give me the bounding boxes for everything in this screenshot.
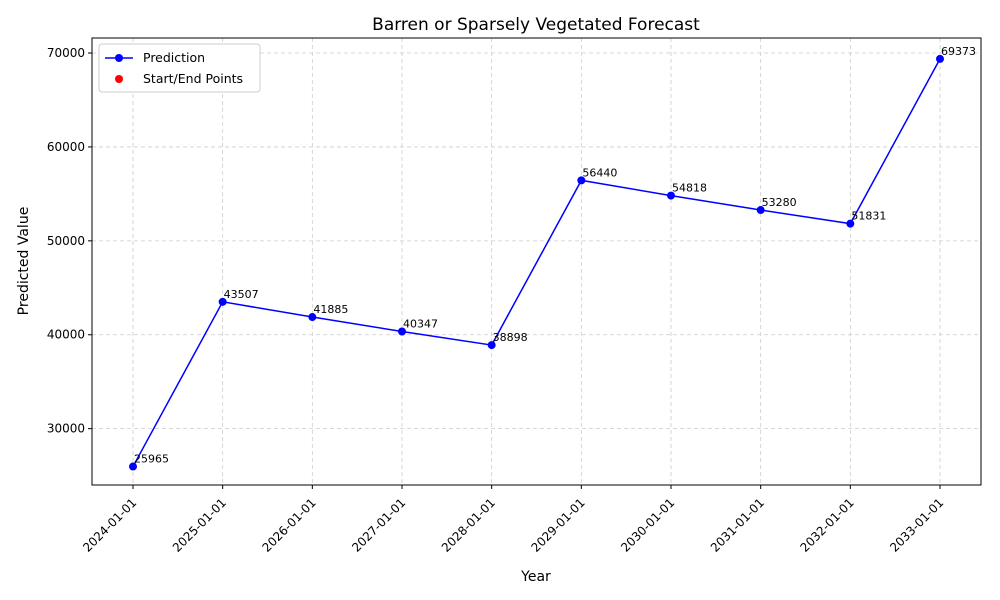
y-axis: 30000 40000 50000 60000 70000	[47, 46, 92, 436]
data-point	[487, 341, 496, 350]
y-tick-label: 60000	[47, 140, 85, 154]
data-point	[218, 297, 227, 306]
x-axis-title: Year	[520, 569, 551, 585]
data-label: 53280	[762, 196, 797, 209]
data-point	[936, 54, 944, 63]
series-line	[132, 58, 941, 467]
plot-area-frame	[91, 37, 982, 486]
data-label: 38898	[493, 331, 528, 344]
legend-label: Start/End Points	[143, 71, 243, 86]
legend-label: Prediction	[143, 50, 205, 65]
data-label: 69373	[941, 45, 976, 58]
data-label: 25965	[134, 453, 169, 466]
y-axis-title: Predicted Value	[16, 207, 32, 316]
legend-marker	[115, 54, 123, 62]
x-tick-label: 2028-01-01	[439, 496, 498, 555]
series-prediction	[129, 54, 944, 471]
data-point	[667, 191, 675, 200]
x-axis: 2024-01-01 2025-01-01 2026-01-01 2027-01-01…	[80, 485, 946, 555]
x-tick-label: 2025-01-01	[170, 496, 229, 555]
data-point	[846, 219, 855, 228]
y-tick-label: 70000	[47, 46, 85, 60]
data-point	[398, 327, 406, 336]
data-label: 54818	[672, 182, 707, 195]
x-tick-label: 2024-01-01	[80, 496, 139, 555]
y-tick-label: 30000	[47, 422, 85, 436]
x-tick-label: 2030-01-01	[618, 496, 677, 555]
x-tick-label: 2029-01-01	[529, 496, 588, 555]
legend: Prediction Start/End Points	[98, 43, 261, 93]
data-point	[756, 206, 765, 215]
data-label: 51831	[851, 210, 886, 223]
x-tick-label: 2026-01-01	[260, 496, 319, 555]
data-label: 41885	[313, 303, 348, 316]
data-point	[308, 313, 317, 322]
data-label: 56440	[582, 166, 617, 179]
data-label: 40347	[403, 317, 438, 330]
legend-box	[98, 43, 261, 93]
x-tick-label: 2033-01-01	[887, 496, 946, 555]
chart-title: Barren or Sparsely Vegetated Forecast	[372, 15, 700, 35]
data-point	[129, 462, 137, 471]
y-tick-label: 50000	[47, 234, 85, 248]
y-tick-label: 40000	[47, 328, 85, 342]
x-tick-label: 2027-01-01	[349, 496, 408, 555]
data-point	[577, 176, 586, 185]
legend-marker	[115, 75, 123, 83]
x-tick-label: 2032-01-01	[798, 496, 857, 555]
data-labels: 25965 43507 41885 40347 38898 56440 54818 53280…	[134, 45, 976, 466]
data-label: 43507	[224, 288, 259, 301]
x-tick-label: 2031-01-01	[708, 496, 767, 555]
